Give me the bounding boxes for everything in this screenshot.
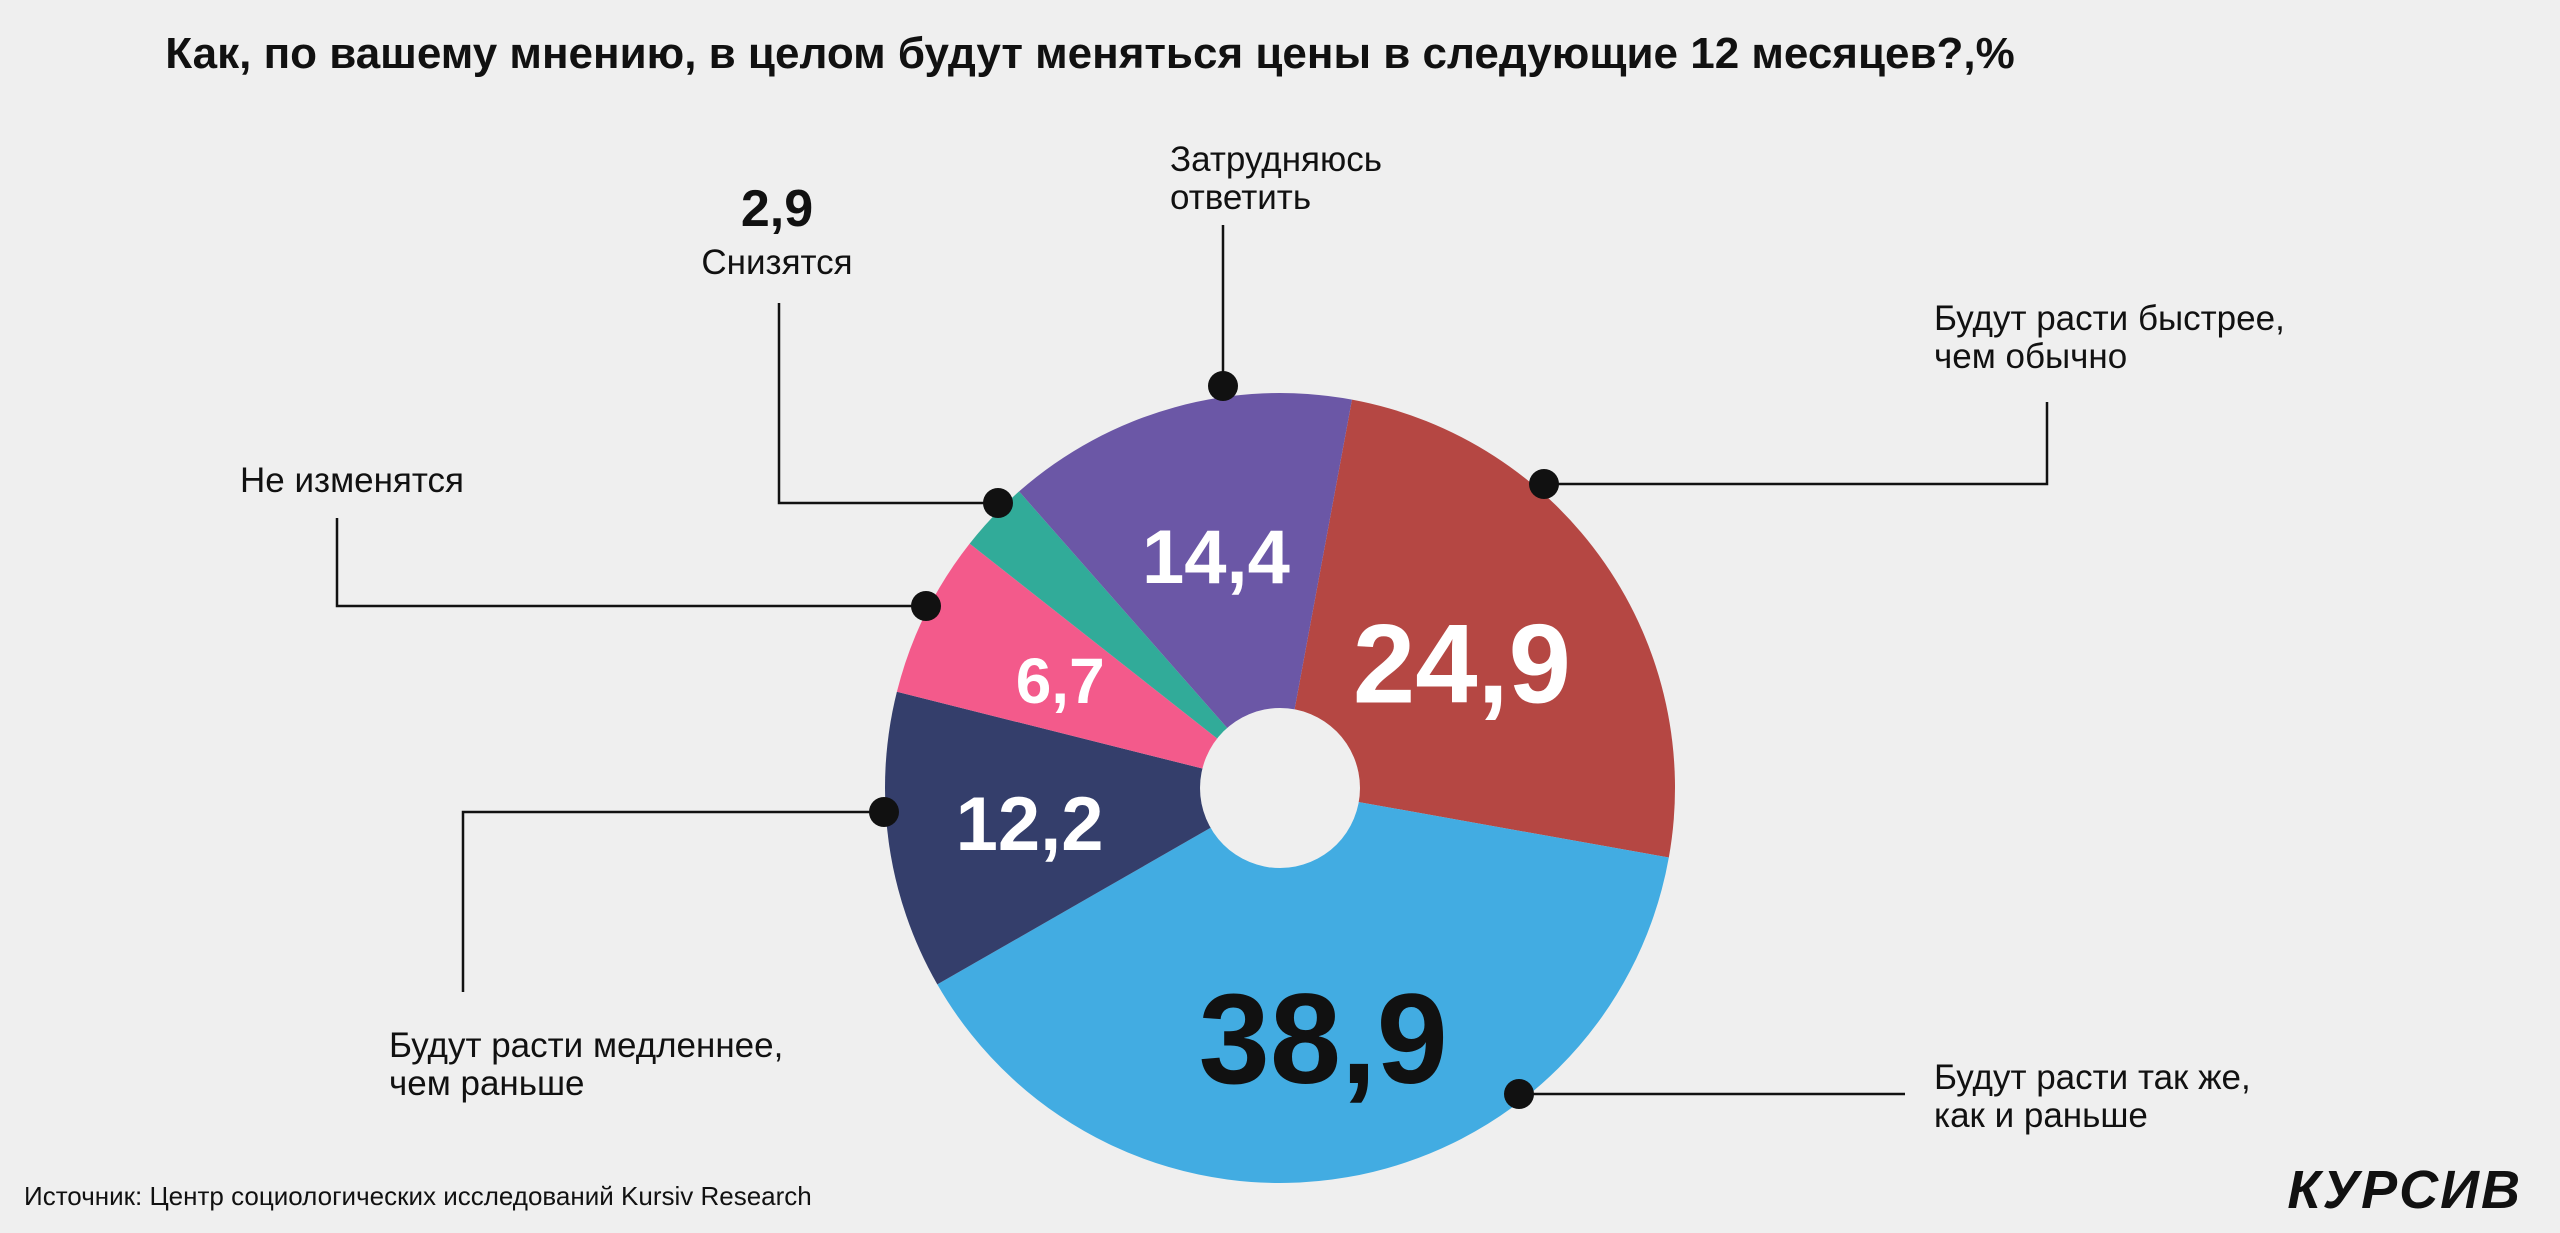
value-label-будут-расти-быстрее-чем-обычно: 24,9 — [1353, 602, 1571, 727]
donut-hole — [1200, 708, 1360, 868]
brand-logo: КУРСИВ — [2287, 1160, 2522, 1220]
value-label-не-изменятся: 6,7 — [1016, 645, 1105, 717]
slice-будут-расти-медленнее-чем-раньше — [884, 691, 1280, 985]
category-label-будут-расти-так-же-как-и-раньше: Будут расти так же, — [1934, 1058, 2251, 1097]
slices-group — [884, 392, 1676, 1183]
category-label-будут-расти-быстрее-чем-обычно: Будут расти быстрее, — [1934, 299, 2285, 338]
category-label-будут-расти-быстрее-чем-обычно: чем обычно — [1934, 337, 2127, 376]
category-label-будут-расти-медленнее-чем-раньше: Будут расти медленнее, — [389, 1026, 783, 1065]
slice-не-изменятся — [896, 543, 1280, 788]
category-label-снизятся: Снизятся — [701, 243, 852, 282]
value-label-затрудняюсь-ответить: 14,4 — [1142, 515, 1290, 600]
slice-затрудняюсь-ответить — [1019, 392, 1352, 788]
leader-line-будут-расти-медленнее-чем-раньше — [461, 810, 884, 992]
source-note: Источник: Центр социологических исследов… — [24, 1181, 812, 1211]
category-label-будут-расти-так-же-как-и-раньше: как и раньше — [1934, 1096, 2148, 1135]
leader-dot-снизятся — [983, 488, 1013, 518]
leader-dot-будут-расти-быстрее-чем-обычно — [1529, 469, 1559, 499]
category-label-затрудняюсь-ответить: ответить — [1170, 178, 1311, 217]
value-label-будут-расти-медленнее-чем-раньше: 12,2 — [956, 782, 1104, 867]
leaders-group — [335, 225, 2049, 1109]
leader-line-не-изменятся — [335, 518, 926, 608]
leader-dot-затрудняюсь-ответить — [1208, 371, 1238, 401]
chart-title: Как, по вашему мнению, в целом будут мен… — [165, 29, 2015, 78]
category-label-не-изменятся: Не изменятся — [240, 461, 464, 500]
leader-line-будут-расти-быстрее-чем-обычно — [1544, 402, 2049, 486]
leader-dot-будут-расти-так-же-как-и-раньше — [1504, 1079, 1534, 1109]
slice-будут-расти-быстрее-чем-обычно — [1280, 399, 1676, 858]
value-label-будут-расти-так-же-как-и-раньше: 38,9 — [1199, 968, 1448, 1111]
leader-dot-будут-расти-медленнее-чем-раньше — [869, 797, 899, 827]
leader-line-снизятся — [777, 303, 998, 505]
category-label-затрудняюсь-ответить: Затрудняюсь — [1170, 140, 1382, 179]
slice-будут-расти-так-же-как-и-раньше — [937, 788, 1669, 1183]
value-label-снизятся: 2,9 — [741, 180, 813, 238]
labels-group: 24,9 Будут расти быстрее,чем обычно 38,9 Бу… — [240, 140, 2285, 1135]
category-label-будут-расти-медленнее-чем-раньше: чем раньше — [389, 1064, 585, 1103]
leader-dot-не-изменятся — [911, 591, 941, 621]
slice-снизятся — [969, 491, 1280, 788]
